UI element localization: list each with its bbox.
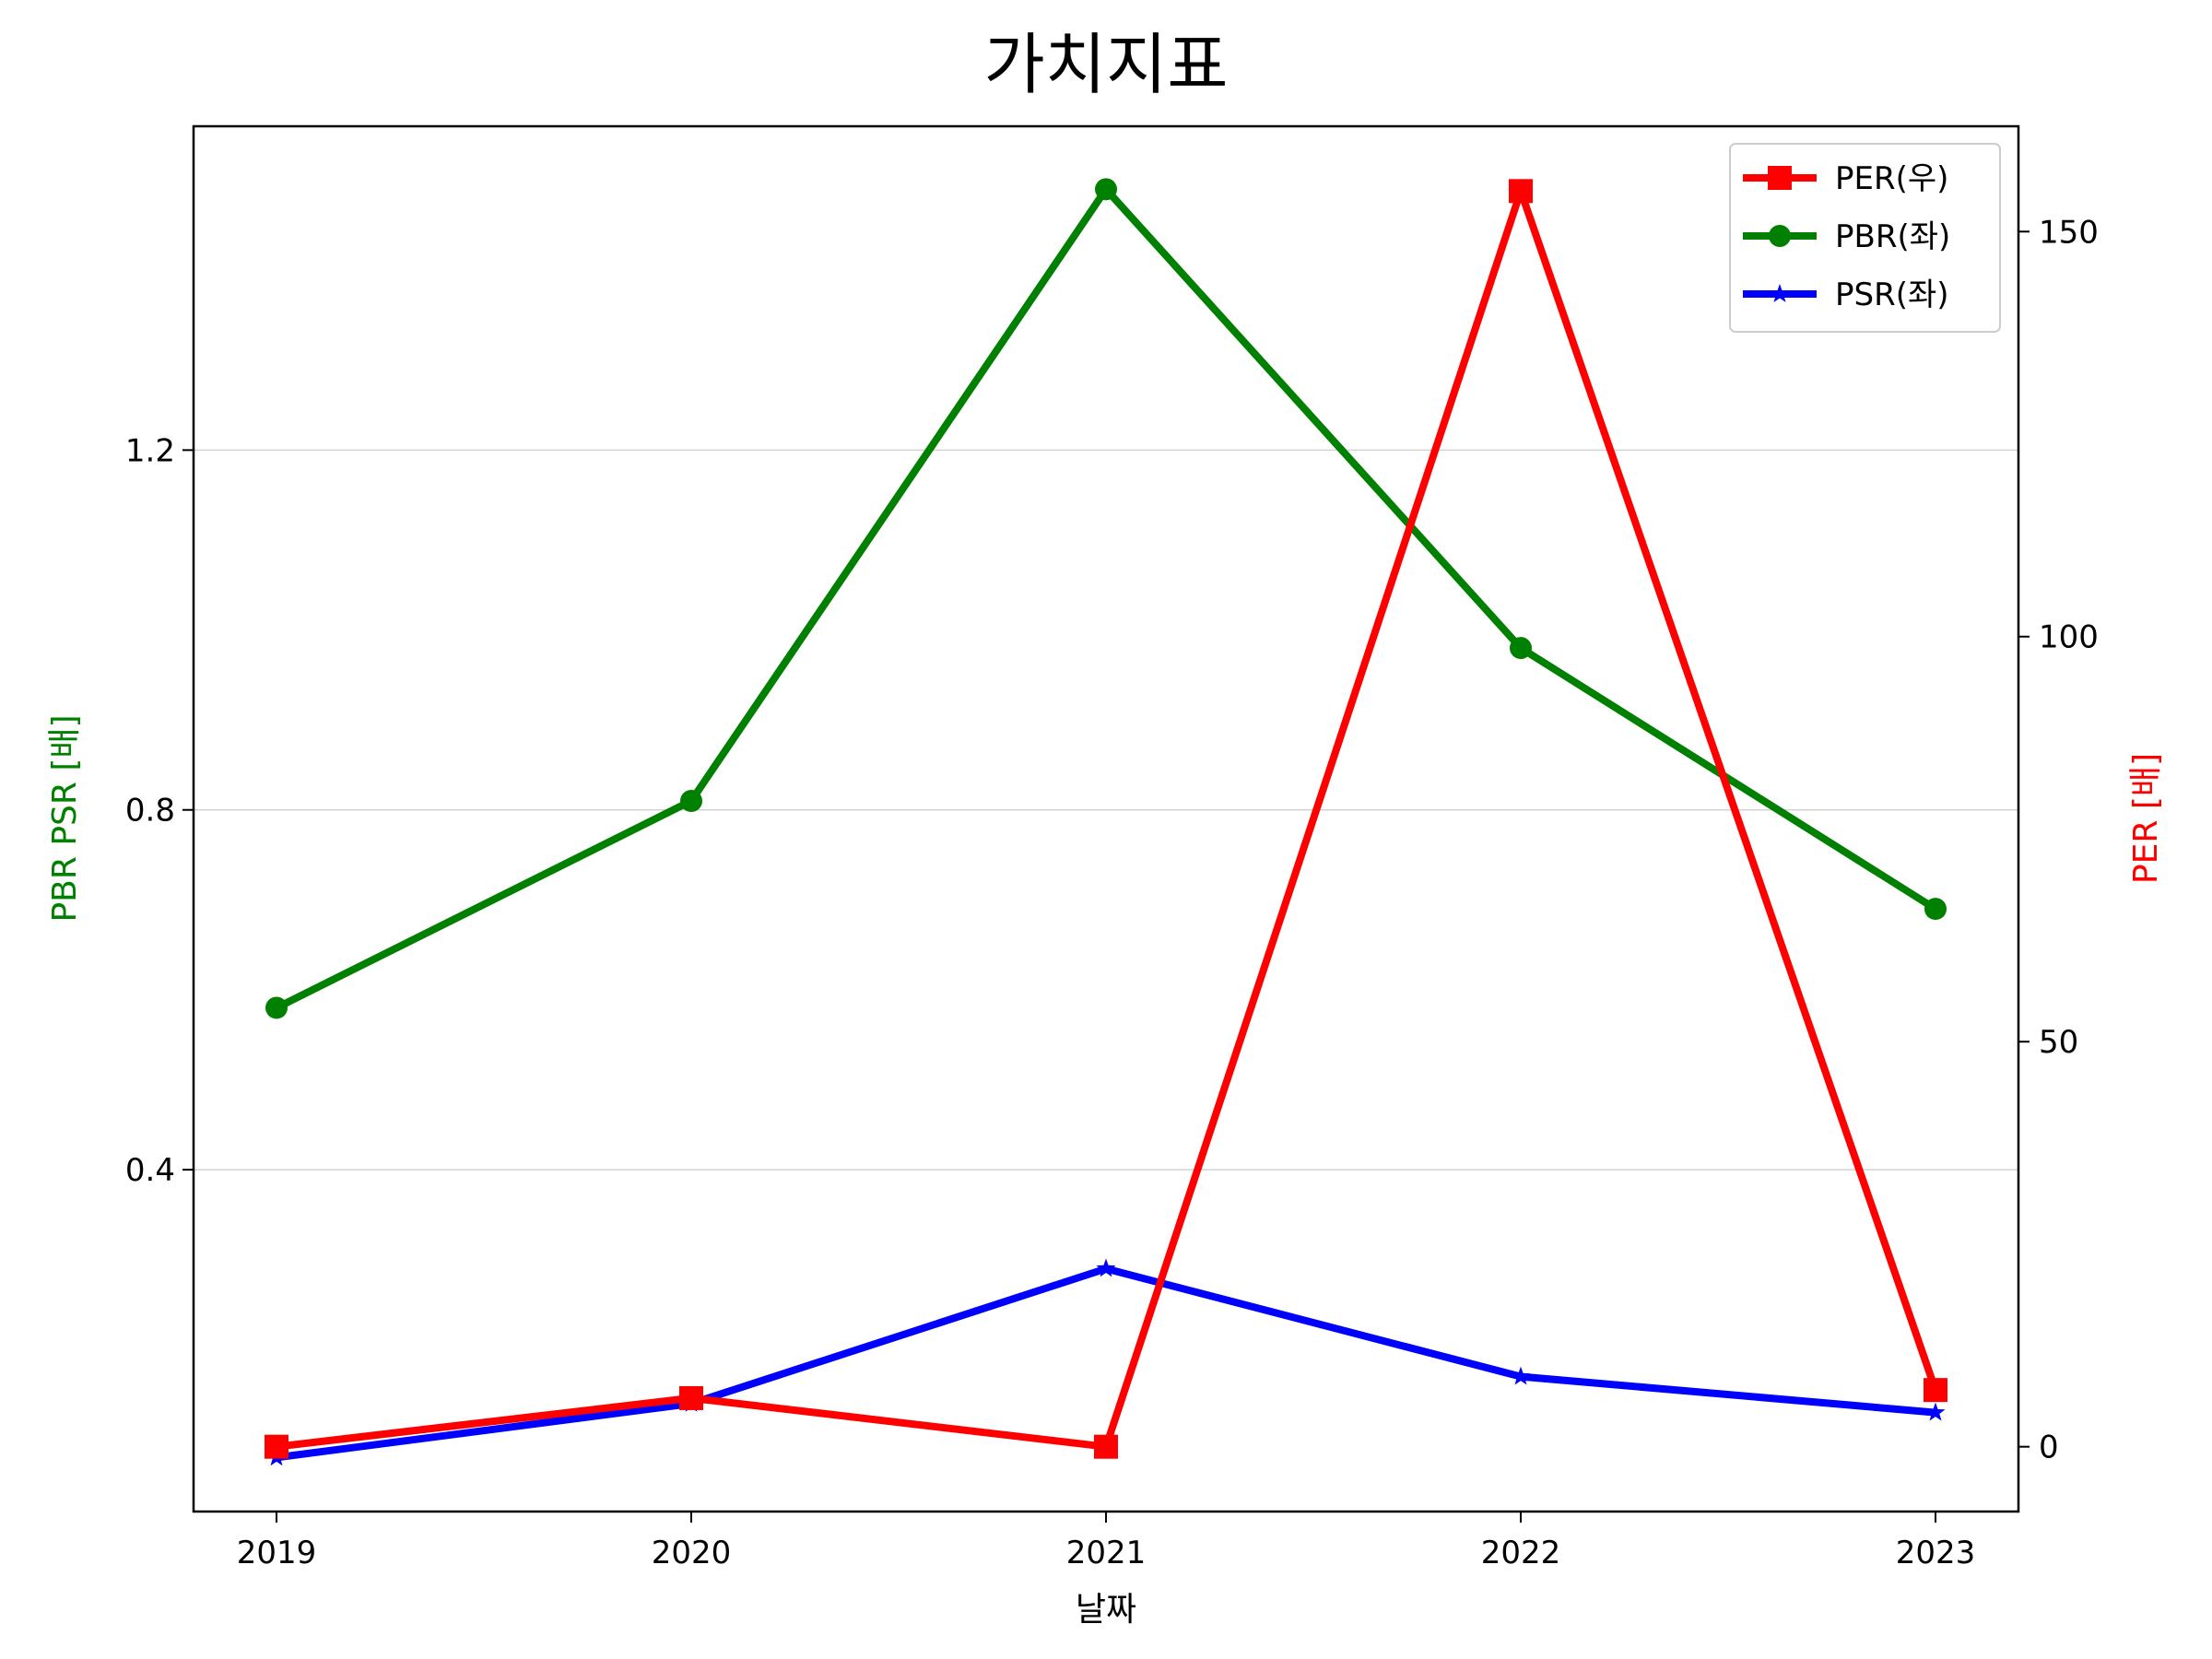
legend-label-pbr: PBR(좌)	[1835, 218, 1950, 255]
y-right-tick-label-0: 0	[2039, 1430, 2059, 1466]
x-tick-label-2: 2021	[1066, 1535, 1147, 1571]
x-tick-label-1: 2020	[652, 1535, 732, 1571]
data-point-per-2023	[1924, 1378, 1947, 1403]
legend-marker-pbr	[1769, 225, 1791, 247]
data-point-psr-2022	[1511, 1366, 1531, 1385]
legend: PER(우) PBR(좌) PSR(좌)	[1729, 143, 2001, 333]
legend-marker-per	[1768, 166, 1792, 190]
legend-box	[1729, 143, 2001, 333]
data-point-pbr-2022	[1510, 637, 1532, 660]
y-left-tick-label-1: 0.8	[125, 793, 175, 830]
series-layer	[265, 178, 1947, 1466]
x-tick-label-4: 2023	[1896, 1535, 1976, 1571]
data-point-per-2020	[679, 1385, 703, 1410]
data-point-pbr-2023	[1924, 898, 1947, 921]
legend-label-per: PER(우)	[1835, 160, 1948, 197]
y-right-tick-label-3: 150	[2039, 214, 2099, 251]
axes-layer: 0.4 0.8 1.2 0 50 100 150 2019 2020 2021 2022 2023	[125, 214, 2099, 1571]
y-right-tick-label-2: 100	[2039, 619, 2099, 656]
data-point-psr-2023	[1925, 1402, 1946, 1421]
y-left-tick-label-2: 1.2	[125, 432, 175, 469]
data-point-psr-2021	[1096, 1258, 1116, 1277]
x-axis-label: 날짜	[1076, 1591, 1136, 1629]
y-right-tick-label-1: 50	[2039, 1024, 2078, 1061]
x-tick-label-3: 2022	[1481, 1535, 1561, 1571]
data-point-pbr-2019	[265, 996, 288, 1019]
legend-label-psr: PSR(좌)	[1835, 276, 1949, 313]
data-point-pbr-2021	[1095, 178, 1117, 201]
legend-marker-psr	[1770, 284, 1790, 302]
y-axis-label-left: PBR PSR [배]	[46, 714, 84, 922]
x-tick-label-0: 2019	[237, 1535, 317, 1571]
data-point-per-2019	[265, 1434, 288, 1459]
chart-title: 가치지표	[984, 26, 1229, 103]
grid-layer	[194, 449, 2018, 1171]
y-axis-label-right: PER [배]	[2127, 753, 2165, 884]
data-point-per-2021	[1094, 1434, 1118, 1459]
data-point-pbr-2020	[680, 789, 702, 812]
y-left-tick-label-0: 0.4	[125, 1152, 175, 1189]
data-point-per-2022	[1509, 179, 1533, 204]
